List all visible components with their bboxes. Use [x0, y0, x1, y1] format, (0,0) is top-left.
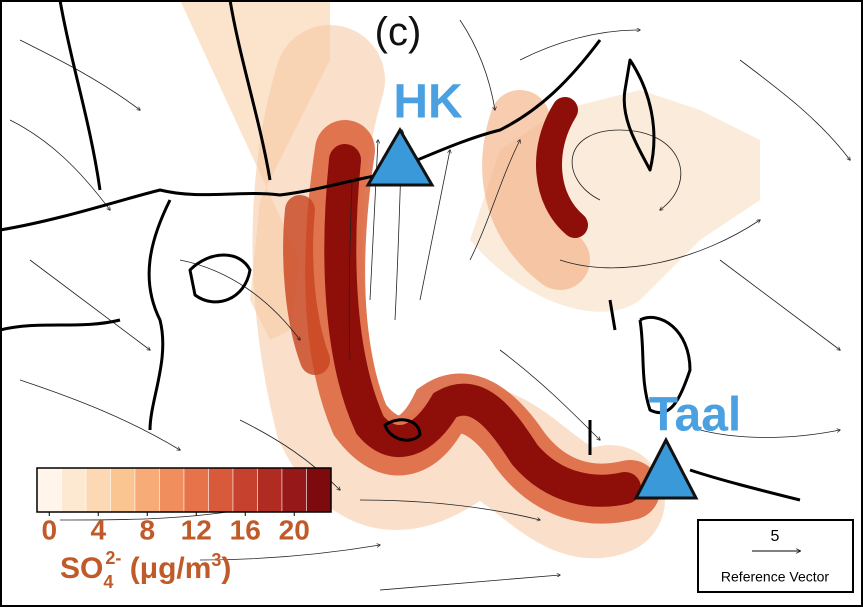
site-label: HK — [393, 76, 463, 129]
label-part: (μg/m — [121, 552, 211, 585]
colorbar-tick-label: 0 — [41, 514, 57, 545]
coastlines — [0, 0, 801, 502]
site-label: Taal — [649, 389, 741, 442]
colorbar-title: SO4 2- (μg/m3) — [60, 548, 231, 592]
reference-box — [697, 519, 854, 593]
plume — [180, 0, 760, 558]
colorbar-cell — [183, 467, 209, 513]
colorbar-tick-label: 8 — [139, 514, 155, 545]
reference-label: Reference Vector — [721, 569, 830, 585]
panel-label: (c) — [375, 10, 422, 54]
streamlines — [9, 19, 850, 591]
label-part: 3 — [211, 550, 221, 570]
colorbar-cell — [159, 467, 185, 513]
colorbar-tick-label: 20 — [279, 514, 310, 545]
colorbar-frame — [36, 467, 332, 513]
colorbar-cell — [36, 467, 62, 513]
colorbar-cell — [257, 467, 283, 513]
colorbar-cell — [232, 467, 258, 513]
label-part: 4 — [103, 572, 113, 592]
label-part: ) — [221, 552, 231, 585]
site-marker — [633, 436, 699, 500]
colorbar-cell — [134, 467, 160, 513]
site-marker — [365, 127, 435, 187]
colorbar: 0 4 8 12 16 20 — [36, 467, 332, 545]
colorbar-tick-label: 4 — [90, 514, 106, 545]
colorbar-cell — [208, 467, 234, 513]
label-part: 2- — [105, 548, 121, 568]
colorbar-tick-label: 12 — [181, 514, 212, 545]
label-part: SO — [60, 552, 103, 585]
colorbar-cell — [306, 467, 332, 513]
colorbar-cell — [61, 467, 87, 513]
colorbar-tick-label: 16 — [230, 514, 261, 545]
colorbar-cell — [110, 467, 136, 513]
reference-value: 5 — [771, 528, 780, 545]
colorbar-cell — [281, 467, 307, 513]
colorbar-cell — [85, 467, 111, 513]
